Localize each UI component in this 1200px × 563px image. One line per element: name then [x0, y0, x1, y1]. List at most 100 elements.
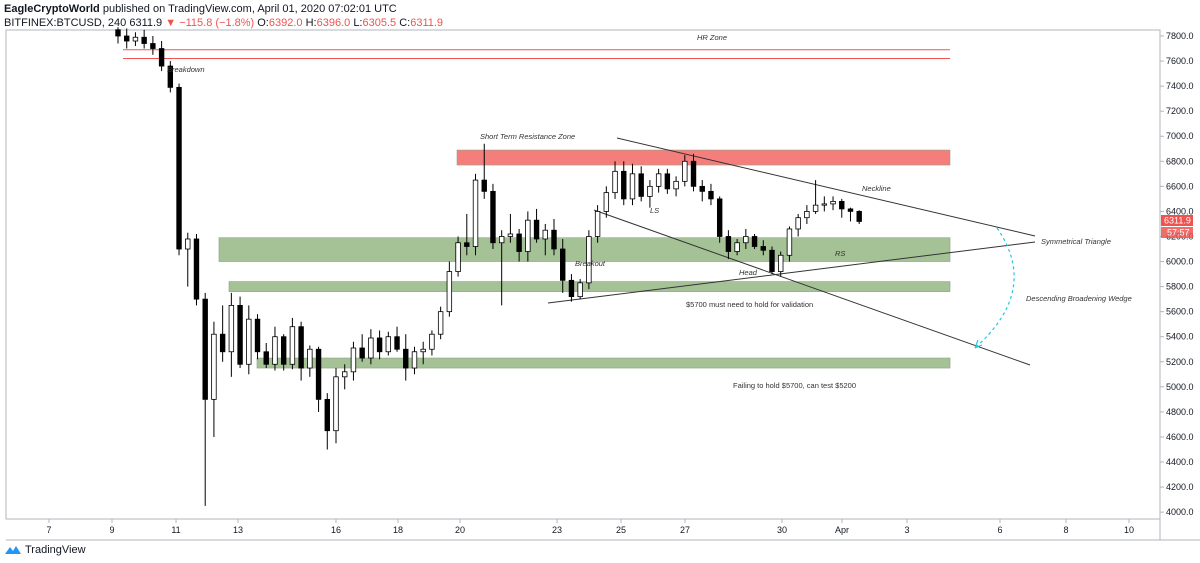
annotation-symmetrical-triangle: Symmetrical Triangle [1041, 237, 1111, 246]
publish-line: EagleCryptoWorld published on TradingVie… [4, 3, 397, 15]
price-tick-label-19: 4000.0 [1166, 507, 1194, 517]
price-tick-label-1: 7600.0 [1166, 56, 1194, 66]
down-arrow-icon: ▼ [165, 17, 177, 29]
price-tick-label-14: 5000.0 [1166, 382, 1194, 392]
candle-body-14 [237, 304, 243, 365]
price-tick-label-9: 6000.0 [1166, 257, 1194, 267]
candle-body-79 [804, 211, 810, 219]
price-tick-label-15: 4800.0 [1166, 407, 1194, 417]
author-name[interactable]: EagleCryptoWorld [4, 3, 100, 15]
candle-body-71 [734, 242, 740, 252]
candle-body-75 [769, 249, 775, 272]
candle-body-82 [830, 200, 836, 205]
time-tick-label-0: 7 [46, 525, 51, 535]
candle-body-4 [150, 43, 156, 49]
candle-body-20 [289, 326, 296, 365]
high-label: H: [305, 17, 317, 29]
time-tick-label-3: 13 [233, 525, 243, 535]
close-label: C: [399, 17, 411, 29]
candle-body-67 [699, 185, 705, 192]
zone-rect-2 [218, 237, 951, 262]
candle-body-3 [141, 36, 147, 44]
annotation-resistance-zone: Short Term Resistance Zone [480, 132, 575, 141]
time-tick-label-6: 20 [455, 525, 465, 535]
open-value: 6392.0 [268, 17, 303, 29]
candle-body-66 [690, 160, 697, 187]
time-tick-label-11: Apr [835, 525, 849, 535]
candle-body-68 [708, 190, 714, 200]
candle-body-19 [280, 336, 287, 365]
brand-label: TradingView [25, 544, 86, 556]
last-price-tag: 6311.9 57:57 [1161, 215, 1193, 238]
candle-body-17 [263, 351, 269, 365]
price-tick-label-7: 6400.0 [1166, 206, 1194, 216]
annotation-head: Head [739, 268, 758, 277]
candle-body-28 [359, 347, 365, 359]
last-price-tag-bg [1161, 215, 1193, 226]
zone-rect-4 [256, 357, 951, 369]
candle-body-62 [655, 173, 662, 187]
last-price-tag-value: 6311.9 [1164, 216, 1191, 226]
candles [115, 27, 862, 506]
time-tick-label-13: 6 [997, 525, 1002, 535]
symbol-line: BITFINEX:BTCUSD, 240 6311.9 ▼ −115.8 (−1… [4, 17, 443, 29]
annotation-breakout: Breakout [575, 259, 606, 268]
candle-body-45 [507, 233, 514, 237]
price-tick-label-6: 6600.0 [1166, 181, 1194, 191]
candle-body-54 [586, 236, 592, 284]
price-tick-label-10: 5800.0 [1166, 282, 1194, 292]
candle-body-56 [603, 192, 610, 212]
candle-body-48 [533, 219, 540, 240]
candle-body-38 [446, 271, 453, 313]
annotation-descending-wedge: Descending Broadening Wedge [1026, 294, 1132, 303]
candle-body-42 [481, 179, 487, 192]
last-price: 6311.9 [129, 17, 163, 29]
time-tick-label-10: 30 [777, 525, 787, 535]
time-tick-label-5: 18 [393, 525, 403, 535]
candle-body-5 [158, 48, 165, 67]
candle-body-85 [856, 211, 862, 222]
price-change: −115.8 (−1.8%) [179, 17, 255, 29]
time-tick-label-2: 11 [171, 525, 180, 535]
tradingview-brand[interactable]: TradingView [4, 544, 86, 556]
low-value: 6305.5 [362, 17, 397, 29]
neckline-upper-line [616, 137, 1036, 237]
annotation-neckline: Neckline [862, 184, 891, 193]
candle-body-32 [394, 336, 400, 350]
countdown-tag-value: 57:57 [1167, 228, 1190, 238]
candle-body-46 [516, 233, 522, 252]
candle-body-59 [629, 173, 636, 200]
candle-body-16 [254, 318, 261, 353]
candle-body-27 [350, 347, 357, 373]
low-label: L: [353, 17, 363, 29]
price-tick-label-3: 7200.0 [1166, 106, 1194, 116]
candle-body-55 [594, 211, 601, 237]
candle-body-84 [847, 208, 854, 212]
candle-body-24 [324, 398, 330, 432]
candle-body-64 [673, 180, 679, 190]
candle-body-35 [420, 348, 426, 353]
price-tick-label-2: 7400.0 [1166, 81, 1194, 91]
zones [123, 49, 951, 369]
annotation-breakdown: Breakdown [167, 65, 205, 74]
time-tick-label-9: 27 [680, 525, 690, 535]
candle-body-81 [821, 203, 828, 206]
time-tick-label-14: 8 [1063, 525, 1068, 535]
close-value: 6311.9 [410, 17, 444, 29]
zone-rect-1 [456, 149, 951, 166]
candle-body-25 [333, 376, 339, 432]
candle-body-23 [315, 348, 322, 400]
time-axis: 7 9 11 13 16 18 20 23 25 27 30 Apr 3 6 8 10 [46, 519, 1134, 535]
candle-body-83 [839, 200, 845, 210]
candle-body-74 [760, 246, 766, 251]
candle-body-12 [219, 333, 226, 353]
price-tick-label-4: 7000.0 [1166, 131, 1194, 141]
candle-body-61 [647, 185, 653, 197]
candle-body-65 [682, 160, 688, 182]
time-tick-label-8: 25 [616, 525, 626, 535]
countdown-tag-bg [1161, 227, 1193, 238]
candle-body-53 [577, 282, 583, 298]
candle-body-26 [342, 371, 348, 378]
tradingview-logo-icon [5, 546, 21, 554]
